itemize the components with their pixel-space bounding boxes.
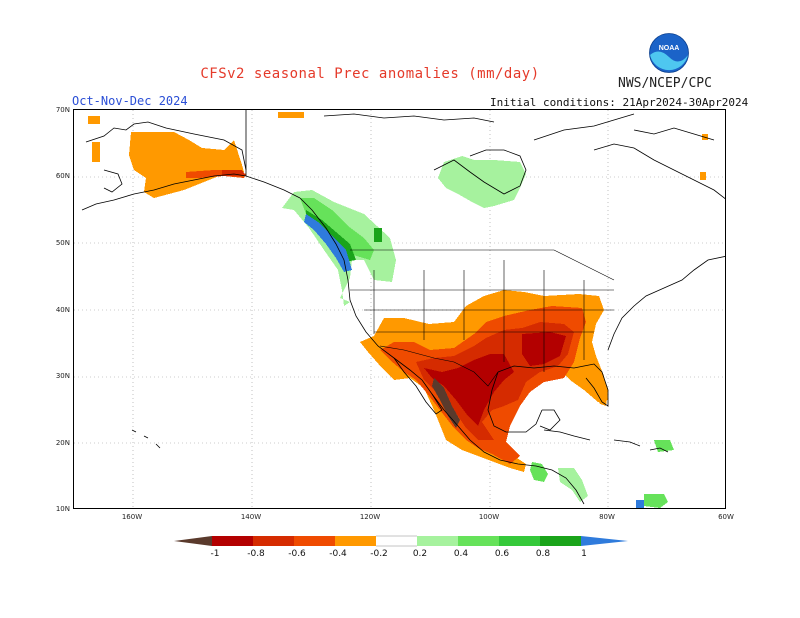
- anomaly-region: [129, 132, 244, 198]
- colorbar-swatch: [376, 536, 417, 546]
- lat-label: 40N: [55, 306, 70, 314]
- coastlines: [81, 110, 725, 505]
- anomaly-map: [74, 110, 725, 508]
- anomaly-region: [582, 364, 608, 406]
- svg-text:NOAA: NOAA: [659, 45, 680, 52]
- anomaly-region: [432, 378, 460, 428]
- map-frame: [73, 109, 726, 509]
- noaa-logo: NOAA: [649, 33, 689, 73]
- lat-label: 50N: [55, 239, 70, 247]
- anomaly-region: [558, 468, 588, 502]
- lon-label: 120W: [359, 513, 381, 521]
- lat-label: 30N: [55, 372, 70, 380]
- chart-title: CFSv2 seasonal Prec anomalies (mm/day): [200, 66, 540, 82]
- colorbar-swatch: [212, 536, 253, 546]
- anomaly-region: [424, 354, 514, 426]
- anomaly-region: [278, 112, 304, 118]
- season-label: Oct-Nov-Dec 2024: [72, 94, 188, 108]
- colorbar-swatch: [458, 536, 499, 546]
- colorbar-label: 0.8: [535, 549, 551, 559]
- colorbar-label: -0.4: [329, 549, 347, 559]
- colorbar-swatch: [540, 536, 581, 546]
- lon-label: 160W: [121, 513, 143, 521]
- colorbar-label: 1: [581, 549, 587, 559]
- anomaly-region: [438, 156, 526, 208]
- anomaly-region: [530, 462, 548, 482]
- colorbar-swatch: [335, 536, 376, 546]
- colorbar-label: -1: [210, 549, 220, 559]
- colorbar-arrow-high: [581, 536, 628, 546]
- anomaly-region: [300, 198, 374, 260]
- colorbar-arrow-low: [174, 536, 212, 546]
- lat-label: 20N: [55, 439, 70, 447]
- anomaly-region: [636, 500, 644, 508]
- lon-label: 140W: [240, 513, 262, 521]
- lat-label: 10N: [55, 505, 70, 513]
- colorbar-swatch: [253, 536, 294, 546]
- colorbar-swatch: [417, 536, 458, 546]
- org-label: NWS/NCEP/CPC: [618, 76, 712, 91]
- lon-label: 60W: [718, 513, 734, 521]
- colorbar-swatch: [499, 536, 540, 546]
- anomaly-region: [374, 228, 382, 242]
- anomaly-region: [92, 142, 100, 162]
- political-borders: [350, 249, 615, 387]
- colorbar-label: -0.2: [370, 549, 388, 559]
- colorbar-label: -0.8: [247, 549, 265, 559]
- lat-label: 70N: [55, 106, 70, 114]
- lon-label: 80W: [599, 513, 615, 521]
- colorbar-swatch: [294, 536, 335, 546]
- anomaly-region: [700, 172, 706, 180]
- anomaly-region: [644, 494, 668, 508]
- colorbar-label: 0.6: [494, 549, 510, 559]
- lon-label: 100W: [478, 513, 500, 521]
- colorbar: [174, 535, 628, 547]
- colorbar-label: 0.2: [412, 549, 428, 559]
- anomaly-region: [304, 214, 352, 272]
- anomaly-region: [654, 440, 674, 452]
- lat-label: 60N: [55, 172, 70, 180]
- colorbar-label: -0.6: [288, 549, 306, 559]
- colorbar-label: 0.4: [453, 549, 469, 559]
- initial-conditions-label: Initial conditions: 21Apr2024-30Apr2024: [490, 96, 749, 109]
- anomaly-region: [88, 116, 100, 124]
